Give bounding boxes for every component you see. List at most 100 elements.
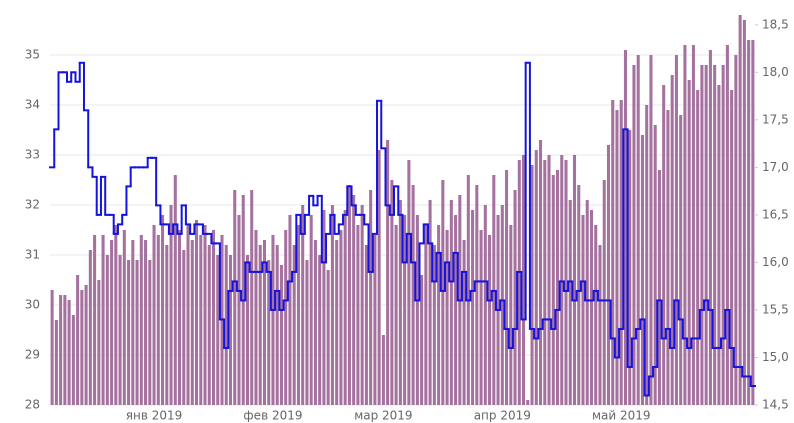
- y2-tick-label: 15,5: [762, 302, 789, 316]
- bar: [152, 225, 156, 405]
- bar: [683, 45, 687, 405]
- bar: [224, 245, 228, 405]
- bar: [161, 215, 165, 405]
- bar: [369, 190, 373, 405]
- bar: [118, 255, 122, 405]
- bar: [704, 65, 708, 405]
- bar: [343, 210, 347, 405]
- bar: [54, 320, 58, 405]
- bar: [713, 65, 717, 405]
- bar: [335, 240, 339, 405]
- bar: [360, 205, 364, 405]
- bar: [513, 190, 517, 405]
- bar: [505, 170, 509, 405]
- bar: [730, 90, 734, 405]
- bar: [653, 125, 657, 405]
- y2-tick-label: 18,5: [762, 17, 789, 31]
- bar: [555, 170, 560, 405]
- bar: [466, 175, 470, 405]
- bar: [547, 155, 551, 405]
- bar: [364, 245, 368, 405]
- bar: [628, 130, 632, 405]
- bar: [284, 230, 288, 405]
- bar: [50, 290, 54, 405]
- bar: [445, 230, 449, 405]
- bar: [411, 185, 415, 405]
- bar: [322, 210, 326, 405]
- bar: [471, 210, 475, 405]
- bar: [679, 115, 683, 405]
- bar: [76, 275, 80, 405]
- y-tick-label: 35: [25, 48, 40, 62]
- bar: [747, 40, 751, 405]
- y2-tick-label: 18,0: [762, 65, 789, 79]
- bar: [207, 245, 211, 405]
- bar: [216, 255, 220, 405]
- bar: [326, 270, 330, 405]
- bar: [632, 65, 636, 405]
- bar: [636, 55, 640, 405]
- bar: [751, 40, 755, 405]
- bar: [509, 225, 513, 405]
- bar: [97, 280, 101, 405]
- bar: [522, 155, 526, 405]
- y-tick-label: 34: [25, 98, 40, 112]
- bar: [186, 225, 190, 405]
- bar: [228, 255, 233, 405]
- bar: [615, 110, 619, 405]
- y2-tick-label: 17,5: [762, 112, 789, 126]
- x-tick-label: апр 2019: [474, 409, 531, 423]
- bar: [462, 240, 466, 405]
- bar: [386, 140, 390, 405]
- bar: [742, 20, 746, 405]
- bar: [194, 220, 199, 405]
- bar: [339, 230, 343, 405]
- bar: [211, 230, 216, 405]
- bar: [534, 150, 538, 405]
- bar: [63, 295, 67, 405]
- bar: [296, 225, 300, 405]
- bar: [352, 195, 356, 405]
- bar: [454, 215, 458, 405]
- y2-tick-label: 14,5: [762, 398, 789, 412]
- bar: [475, 185, 479, 405]
- x-tick-label: май 2019: [592, 409, 651, 423]
- bar: [594, 225, 598, 405]
- bar: [394, 225, 398, 405]
- bar: [110, 240, 114, 405]
- bar: [84, 285, 88, 405]
- bar: [589, 210, 594, 405]
- bar: [432, 245, 436, 405]
- bar: [403, 215, 407, 405]
- bar: [88, 250, 92, 405]
- bar: [148, 260, 152, 405]
- x-tick-label: мар 2019: [354, 409, 412, 423]
- bar: [105, 255, 109, 405]
- bar: [309, 215, 313, 405]
- bar: [441, 180, 445, 405]
- y2-tick-label: 16,0: [762, 255, 789, 269]
- y-tick-label: 30: [25, 298, 40, 312]
- bar: [407, 160, 411, 405]
- bar: [708, 50, 712, 405]
- bar: [127, 260, 131, 405]
- bar: [347, 185, 351, 405]
- y-tick-label: 32: [25, 198, 40, 212]
- bar: [543, 160, 547, 405]
- bar: [568, 200, 572, 405]
- bar: [500, 205, 504, 405]
- bar: [254, 230, 258, 405]
- bar: [598, 245, 602, 405]
- bar: [80, 290, 84, 405]
- y2-tick-label: 15,0: [762, 350, 789, 364]
- bar: [245, 255, 250, 405]
- bar: [377, 150, 381, 405]
- bar: [173, 175, 177, 405]
- bar: [131, 240, 135, 405]
- bar: [258, 245, 262, 405]
- bar: [135, 260, 139, 405]
- bar: [483, 205, 487, 405]
- bar: [381, 335, 385, 405]
- bar: [67, 300, 71, 405]
- bar: [71, 315, 75, 405]
